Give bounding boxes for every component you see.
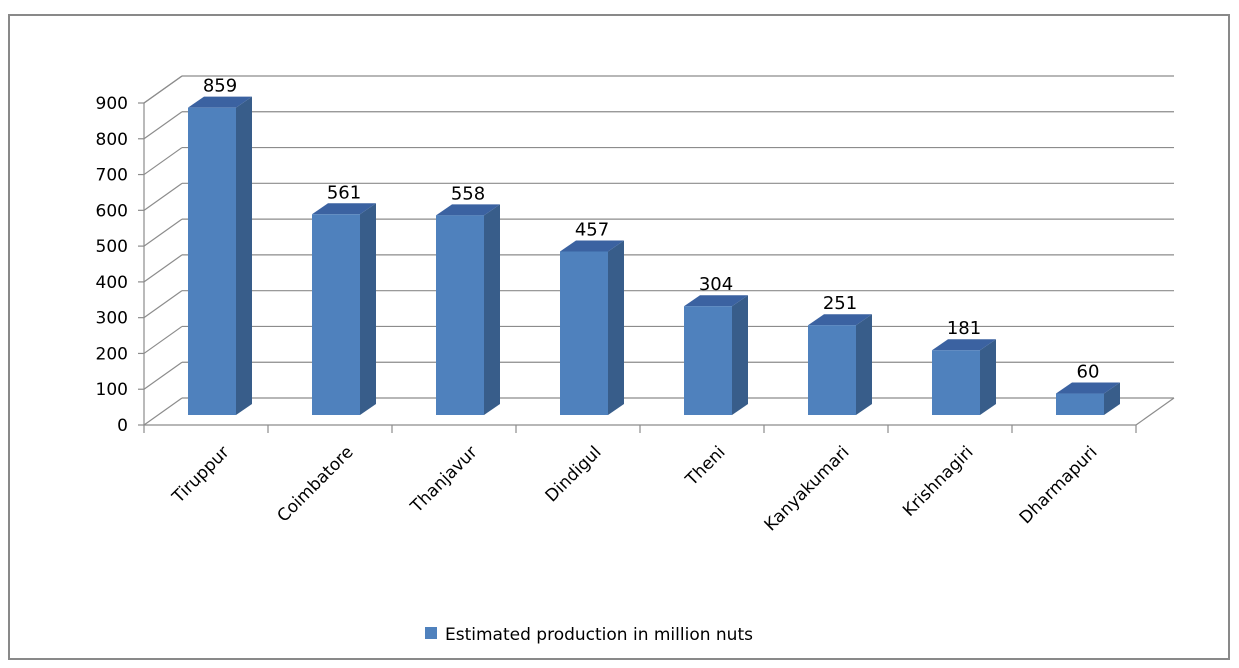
category-label: Krishnagiri <box>899 442 977 520</box>
gridline-side <box>143 218 183 247</box>
data-label: 251 <box>823 293 857 314</box>
y-tick-label: 900 <box>96 94 128 114</box>
bar-front <box>312 214 360 415</box>
bar-front <box>932 350 980 415</box>
bar-side <box>608 240 624 415</box>
bar-top <box>1056 382 1120 394</box>
y-tick-label: 100 <box>96 380 128 400</box>
gridline-side <box>143 397 183 426</box>
bar-krishnagiri <box>932 339 996 415</box>
bar-kanyakumari <box>808 314 872 415</box>
x-axis-categories: Tiruppur Coimbatore Thanjavur Dindigul Theni… <box>168 442 1102 535</box>
bar-top <box>808 314 872 326</box>
bar-side <box>732 295 748 415</box>
bar-side <box>360 203 376 415</box>
bar-side <box>484 204 500 415</box>
gridline-side <box>143 182 183 211</box>
data-label: 457 <box>575 219 609 240</box>
category-label: Dharmapuri <box>1016 442 1102 528</box>
legend-label: Estimated production in million nuts <box>445 625 753 645</box>
bar-front <box>188 107 236 416</box>
y-tick-label: 200 <box>96 344 128 364</box>
bar-top <box>436 204 500 216</box>
gridline-side <box>143 147 183 176</box>
y-tick-label: 300 <box>96 309 128 329</box>
gridline-side <box>143 325 183 354</box>
bar-front <box>560 251 608 415</box>
category-label: Tiruppur <box>168 442 234 508</box>
floor-right-edge <box>1135 397 1175 426</box>
bar-side <box>1104 382 1120 415</box>
y-tick-label: 800 <box>96 130 128 150</box>
y-tick-label: 600 <box>96 201 128 221</box>
legend: Estimated production in million nuts <box>425 625 753 645</box>
y-tick-label: 500 <box>96 237 128 257</box>
gridline-side <box>143 111 183 140</box>
bar-coimbatore <box>312 203 376 415</box>
data-label: 558 <box>451 183 485 204</box>
bar-front <box>1056 393 1104 415</box>
bar-side <box>980 339 996 415</box>
bar-front <box>808 325 856 415</box>
y-axis-ticks: 0 100 200 300 400 500 600 700 800 900 <box>96 94 128 436</box>
bar-side <box>856 314 872 415</box>
data-labels: 859 561 558 457 304 251 181 60 <box>203 76 1100 383</box>
bar-top <box>312 203 376 215</box>
category-label: Thanjavur <box>406 442 481 517</box>
data-label: 561 <box>327 182 361 203</box>
y-tick-label: 700 <box>96 166 128 186</box>
y-tick-label: 0 <box>117 416 128 436</box>
bar-dindigul <box>560 240 624 415</box>
bar-side <box>236 96 252 416</box>
gridline-side <box>143 254 183 283</box>
bar-top <box>932 339 996 351</box>
data-label: 859 <box>203 76 237 97</box>
category-label: Theni <box>681 442 729 490</box>
bars <box>188 96 1120 416</box>
bar-dharmapuri <box>1056 382 1120 415</box>
category-label: Kanyakumari <box>761 442 854 535</box>
bar-thanjavur <box>436 204 500 415</box>
bar-front <box>684 306 732 415</box>
bar-tiruppur <box>188 96 252 416</box>
bar-theni <box>684 295 748 415</box>
legend-swatch <box>425 627 437 639</box>
data-label: 181 <box>947 318 981 339</box>
category-label: Dindigul <box>542 442 606 506</box>
bar-top <box>560 240 624 252</box>
gridline-side <box>143 290 183 319</box>
data-label: 304 <box>699 274 733 295</box>
bar-top <box>684 295 748 307</box>
bar-front <box>436 215 484 415</box>
data-label: 60 <box>1077 362 1100 383</box>
gridlines <box>143 75 1174 426</box>
y-tick-label: 400 <box>96 273 128 293</box>
bar-top <box>188 96 252 108</box>
category-label: Coimbatore <box>273 442 357 526</box>
gridline-side <box>143 361 183 390</box>
